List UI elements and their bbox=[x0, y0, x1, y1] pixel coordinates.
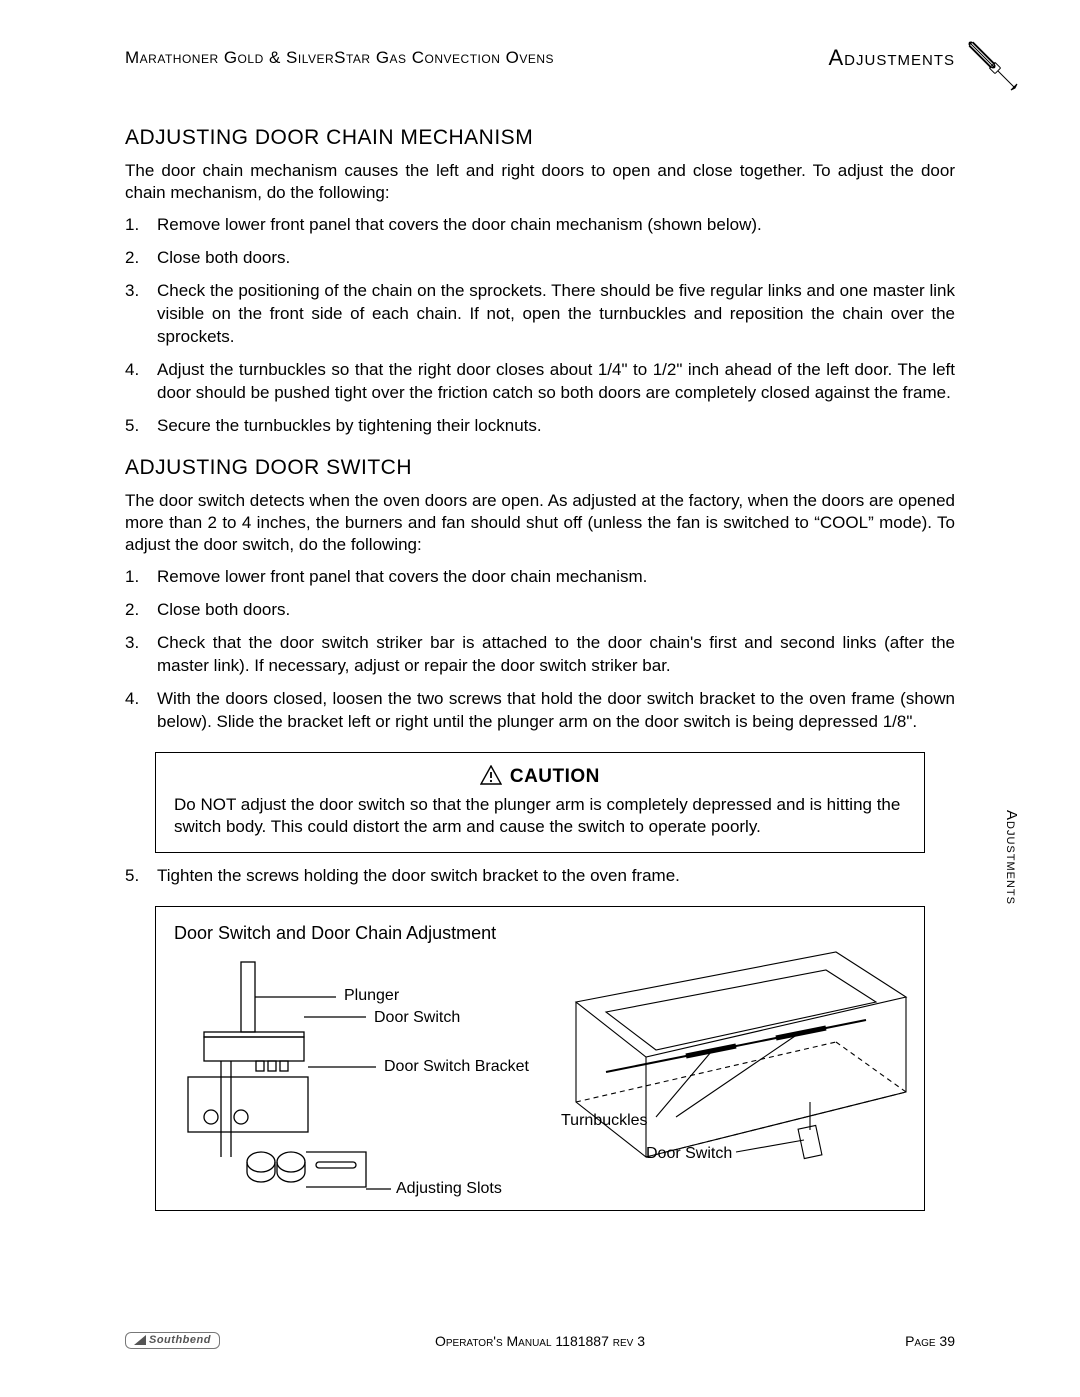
caution-head-text: CAUTION bbox=[510, 766, 600, 787]
list-item: Check the positioning of the chain on th… bbox=[125, 280, 955, 349]
list-item: Close both doors. bbox=[125, 247, 955, 270]
footer-center: Operator's Manual 1181887 rev 3 bbox=[435, 1333, 645, 1349]
section2-steps-b: Tighten the screws holding the door swit… bbox=[125, 865, 955, 888]
list-item: With the doors closed, loosen the two sc… bbox=[125, 688, 955, 734]
section2-steps-a: Remove lower front panel that covers the… bbox=[125, 566, 955, 734]
diagram-title: Door Switch and Door Chain Adjustment bbox=[174, 923, 914, 944]
list-item: Secure the turnbuckles by tightening the… bbox=[125, 415, 955, 438]
page-footer: Southbend Operator's Manual 1181887 rev … bbox=[125, 1332, 955, 1349]
label-bracket: Door Switch Bracket bbox=[384, 1058, 529, 1076]
logo-icon bbox=[134, 1335, 146, 1345]
header-right: Adjustments bbox=[828, 45, 955, 71]
caution-body: Do NOT adjust the door switch so that th… bbox=[174, 794, 906, 838]
list-item: Check that the door switch striker bar i… bbox=[125, 632, 955, 678]
caution-heading: CAUTION bbox=[174, 765, 906, 788]
section1-steps: Remove lower front panel that covers the… bbox=[125, 214, 955, 438]
label-adjusting-slots: Adjusting Slots bbox=[396, 1180, 502, 1198]
page: Marathoner Gold & SilverStar Gas Convect… bbox=[0, 0, 1080, 1397]
list-item: Close both doors. bbox=[125, 599, 955, 622]
brand-logo-text: Southbend bbox=[149, 1334, 211, 1346]
list-item: Remove lower front panel that covers the… bbox=[125, 566, 955, 589]
page-header: Marathoner Gold & SilverStar Gas Convect… bbox=[125, 45, 955, 71]
label-plunger: Plunger bbox=[344, 987, 399, 1005]
label-turnbuckles: Turnbuckles bbox=[561, 1112, 648, 1130]
label-door-switch-1: Door Switch bbox=[374, 1009, 460, 1027]
brand-logo: Southbend bbox=[125, 1332, 220, 1349]
section1-intro: The door chain mechanism causes the left… bbox=[125, 160, 955, 204]
diagram-box: Door Switch and Door Chain Adjustment bbox=[155, 906, 925, 1211]
footer-page-num: 39 bbox=[939, 1333, 955, 1349]
side-tab: Adjustments bbox=[1003, 810, 1020, 905]
screwdriver-icon bbox=[965, 38, 1025, 98]
list-item: Adjust the turnbuckles so that the right… bbox=[125, 359, 955, 405]
list-item: Remove lower front panel that covers the… bbox=[125, 214, 955, 237]
warning-icon bbox=[480, 765, 502, 785]
footer-page: Page 39 bbox=[905, 1333, 955, 1349]
footer-page-label: Page bbox=[905, 1333, 935, 1349]
section1-title: ADJUSTING DOOR CHAIN MECHANISM bbox=[125, 126, 955, 150]
section2-intro: The door switch detects when the oven do… bbox=[125, 490, 955, 556]
label-door-switch-2: Door Switch bbox=[646, 1145, 732, 1163]
diagram-right-svg bbox=[536, 942, 916, 1202]
section2-title: ADJUSTING DOOR SWITCH bbox=[125, 456, 955, 480]
header-left: Marathoner Gold & SilverStar Gas Convect… bbox=[125, 48, 554, 68]
caution-box: CAUTION Do NOT adjust the door switch so… bbox=[155, 752, 925, 853]
list-item: Tighten the screws holding the door swit… bbox=[125, 865, 955, 888]
